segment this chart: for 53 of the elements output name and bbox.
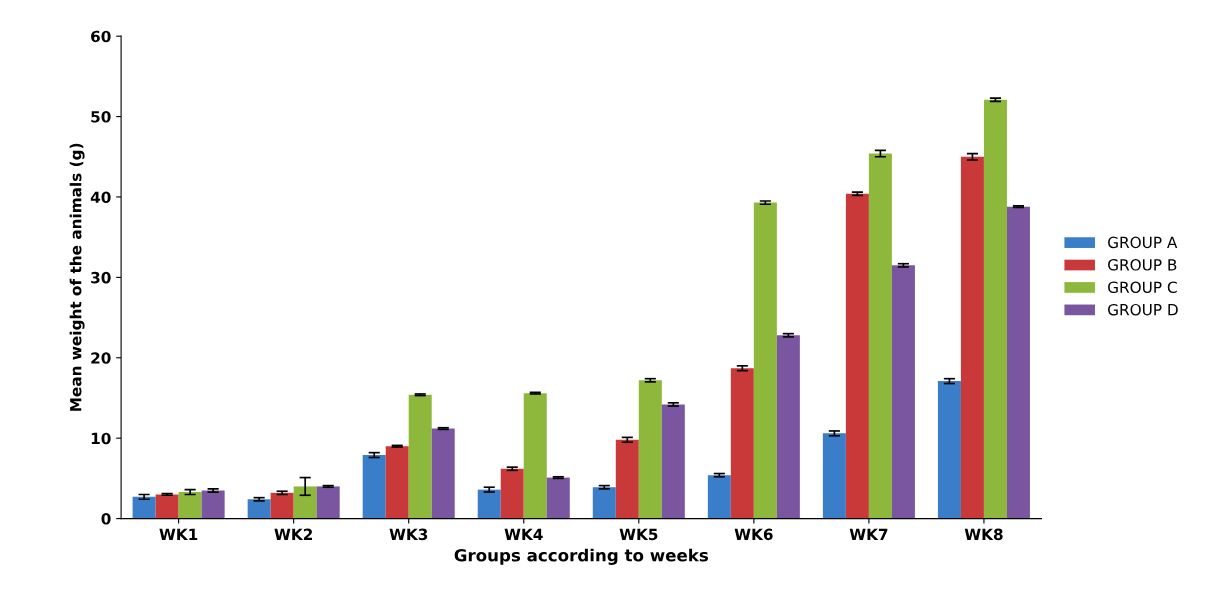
bar: [408, 394, 432, 519]
y-tick-label: 50: [91, 111, 111, 123]
bar: [638, 380, 662, 519]
legend-label: GROUP A: [1108, 236, 1178, 249]
bar: [891, 265, 915, 519]
bar: [661, 404, 685, 519]
bar: [868, 153, 892, 519]
bar: [1006, 206, 1030, 519]
x-tick-label: WK8: [964, 528, 1003, 541]
bar: [546, 477, 570, 519]
bar: [592, 487, 616, 519]
bar: [431, 428, 455, 519]
x-axis-title: Groups according to weeks: [454, 548, 708, 565]
bar: [500, 468, 524, 519]
bar: [178, 492, 202, 519]
bar: [707, 475, 731, 519]
x-tick-label: WK7: [849, 528, 888, 540]
bar: [845, 193, 869, 519]
bar: [155, 494, 179, 519]
bar: [753, 202, 777, 519]
bar: [316, 486, 340, 519]
bar: [247, 499, 271, 519]
legend-label: GROUP C: [1108, 281, 1177, 294]
x-tick-label: WK3: [389, 528, 428, 541]
y-tick-label: 30: [91, 271, 111, 284]
bar: [523, 393, 547, 519]
x-tick-label: WK4: [504, 528, 543, 540]
bar: [270, 492, 294, 519]
bar: [385, 446, 409, 519]
x-tick-label: WK6: [734, 528, 773, 541]
bar: [293, 486, 317, 519]
bar: [983, 99, 1007, 519]
y-axis-title: Mean weight of the animals (g): [69, 143, 85, 411]
y-tick-label: 60: [91, 30, 111, 43]
y-tick-label: 40: [90, 191, 111, 203]
bar: [201, 490, 225, 519]
x-tick-label: WK1: [159, 528, 198, 540]
bar: [960, 156, 984, 519]
bar: [477, 489, 501, 519]
y-tick-label: 0: [101, 513, 111, 525]
bar: [776, 335, 800, 519]
bar: [937, 381, 961, 519]
bar: [730, 368, 754, 519]
x-tick-label: WK5: [619, 528, 658, 541]
y-tick-label: 10: [91, 432, 111, 445]
legend-label: GROUP D: [1108, 303, 1178, 316]
x-tick-label: WK2: [274, 528, 312, 540]
bar: [132, 496, 156, 519]
y-tick-label: 20: [91, 352, 111, 364]
bar: [615, 439, 639, 519]
bar: [822, 433, 846, 519]
legend-label: GROUP B: [1108, 259, 1177, 271]
bar: [362, 455, 386, 519]
